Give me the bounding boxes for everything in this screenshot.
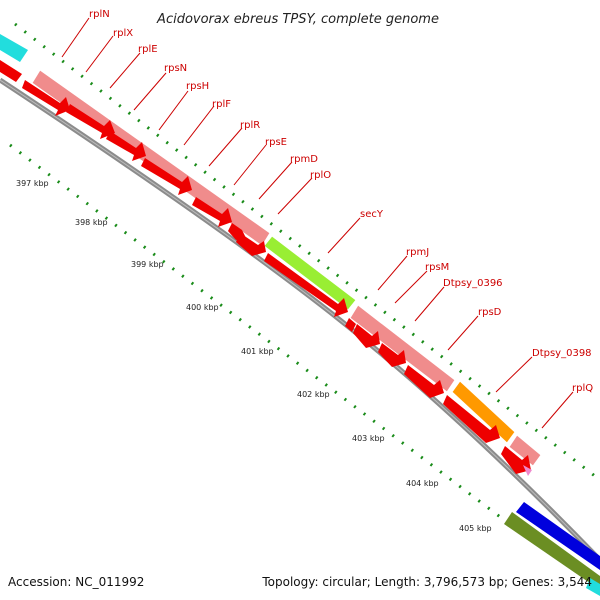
gene-label: Dtpsy_0396 xyxy=(443,278,503,289)
gene-label: secY xyxy=(360,209,384,220)
cds-arrow-small xyxy=(523,465,532,476)
gene-label: rpsH xyxy=(186,81,209,92)
leader-line xyxy=(327,217,361,254)
leader-line xyxy=(414,286,445,322)
gene-label: rplX xyxy=(113,28,133,39)
leader-line xyxy=(233,144,267,186)
other-features xyxy=(0,34,600,596)
cds-arrow xyxy=(353,324,380,348)
leader-line xyxy=(183,105,215,146)
map-title: Acidovorax ebreus TPSY, complete genome xyxy=(156,12,439,27)
tick-label: 402 kbp xyxy=(297,390,330,399)
red-feature-left xyxy=(0,60,22,82)
gene-label: Dtpsy_0398 xyxy=(532,348,592,359)
gene-label: rplF xyxy=(212,99,231,110)
gene-label: rplN xyxy=(89,9,110,20)
pink-band-3 xyxy=(508,434,542,467)
gene-label: rplE xyxy=(138,44,158,55)
leader-line xyxy=(109,52,141,89)
cyan-feature-bottom xyxy=(586,578,600,596)
cds-arrow xyxy=(22,80,70,116)
cds-arrow xyxy=(501,446,531,474)
tick-label: 403 kbp xyxy=(352,434,385,443)
cds-arrow xyxy=(66,104,115,139)
summary-text: Topology: circular; Length: 3,796,573 bp… xyxy=(261,575,592,589)
cds-arrow xyxy=(345,318,356,332)
leader-line xyxy=(541,391,574,429)
tick-labels: 397 kbp 398 kbp 399 kbp 400 kbp 401 kbp … xyxy=(16,179,492,533)
cds-arrow xyxy=(378,343,406,367)
gene-label: rplR xyxy=(240,120,260,131)
leader-line xyxy=(208,127,243,167)
leader-line xyxy=(258,161,293,200)
tick-dots-inner xyxy=(9,143,521,534)
cds-arrow xyxy=(264,253,348,317)
tick-label: 401 kbp xyxy=(241,347,274,356)
genome-backbone xyxy=(0,77,600,562)
pink-band-1 xyxy=(31,69,271,247)
gene-label: rpsE xyxy=(265,137,287,148)
tick-dots-outer xyxy=(14,22,600,482)
cds-track xyxy=(22,80,532,476)
tick-label: 398 kbp xyxy=(75,218,108,227)
leader-line xyxy=(277,177,313,215)
gene-label: rpsD xyxy=(478,307,502,318)
cds-arrow xyxy=(106,131,146,161)
secY-band xyxy=(263,235,357,311)
tick-label: 399 kbp xyxy=(131,260,164,269)
tick-label: 400 kbp xyxy=(186,303,219,312)
cyan-feature xyxy=(0,34,28,62)
genome-backbone-inner xyxy=(0,79,600,561)
leader-line xyxy=(85,35,114,73)
leader-line xyxy=(394,270,428,304)
cds-arrow xyxy=(443,395,500,443)
gene-label: rplO xyxy=(310,170,331,181)
accession-text: Accession: NC_011992 xyxy=(8,575,144,589)
gene-label: rpmJ xyxy=(406,247,429,258)
olive-feature xyxy=(504,512,600,590)
tick-label: 405 kbp xyxy=(459,524,492,533)
leader-line xyxy=(133,72,167,111)
leader-line xyxy=(377,255,408,291)
cds-arrow xyxy=(141,158,192,195)
Dtpsy_0398-band xyxy=(451,380,516,444)
gene-labels: rplN rplX rplE rpsN rpsH rplF rplR rpsE … xyxy=(61,9,593,429)
pink-band-2 xyxy=(349,304,456,393)
gene-label: rpmD xyxy=(290,154,318,165)
ribosomal-track xyxy=(31,69,542,467)
cds-arrow xyxy=(236,233,266,256)
cds-arrow xyxy=(404,365,444,398)
gene-label: rpsN xyxy=(164,63,187,74)
leader-line xyxy=(61,17,90,58)
tick-label: 397 kbp xyxy=(16,179,49,188)
tick-label: 404 kbp xyxy=(406,479,439,488)
leader-line xyxy=(495,356,533,393)
cds-arrow xyxy=(192,197,232,227)
leader-line xyxy=(158,90,189,131)
leader-line xyxy=(447,315,479,351)
gene-label: rpsM xyxy=(425,262,449,273)
blue-feature xyxy=(516,502,600,570)
gene-label: rplQ xyxy=(572,383,593,394)
